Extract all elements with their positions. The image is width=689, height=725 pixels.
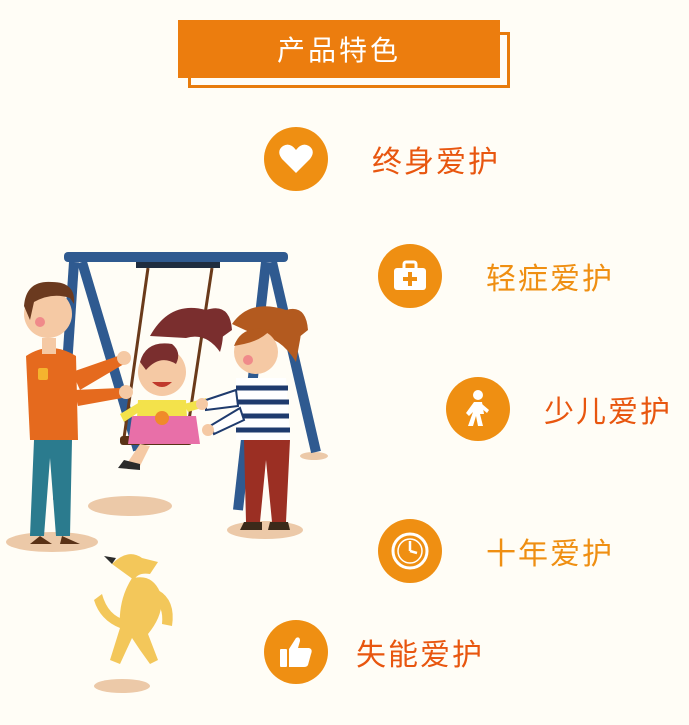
walking-child-icon bbox=[466, 390, 489, 426]
ground-shadow bbox=[227, 521, 303, 539]
thumbs-up-icon bbox=[280, 637, 312, 667]
feature-mild-illness-care: 轻症爱护 bbox=[378, 244, 614, 308]
feature-label: 十年爱护 bbox=[486, 537, 614, 572]
feature-icon-badge bbox=[378, 244, 442, 308]
feature-disability-care: 失能爱护 bbox=[264, 620, 484, 684]
ground-shadow bbox=[6, 532, 98, 552]
feature-icon-badge bbox=[264, 620, 328, 684]
feature-icon-badge bbox=[446, 377, 510, 441]
mother-figure bbox=[196, 306, 308, 530]
title-banner: 产品特色 bbox=[178, 20, 500, 78]
ground-shadow bbox=[94, 679, 150, 693]
feature-label: 轻症爱护 bbox=[486, 262, 614, 297]
page-title: 产品特色 bbox=[276, 34, 401, 67]
feature-child-care: 少儿爱护 bbox=[446, 377, 672, 441]
feature-icon-badge bbox=[378, 519, 442, 583]
father-figure bbox=[24, 281, 133, 544]
feature-lifetime-care: 终身爱护 bbox=[264, 127, 500, 191]
medical-kit-icon bbox=[394, 260, 426, 290]
ground-shadow bbox=[300, 452, 328, 460]
heart-icon bbox=[279, 144, 313, 173]
family-swing-illustration bbox=[6, 252, 328, 693]
dog-figure bbox=[94, 554, 173, 664]
feature-label: 终身爱护 bbox=[372, 145, 500, 180]
feature-ten-year-care: 十年爱护 bbox=[378, 519, 614, 583]
feature-label: 失能爱护 bbox=[356, 638, 484, 673]
ground-shadow bbox=[88, 496, 172, 516]
clock-icon bbox=[391, 532, 429, 570]
feature-label: 少儿爱护 bbox=[544, 395, 672, 430]
girl-on-swing bbox=[118, 307, 232, 470]
feature-icon-badge bbox=[264, 127, 328, 191]
